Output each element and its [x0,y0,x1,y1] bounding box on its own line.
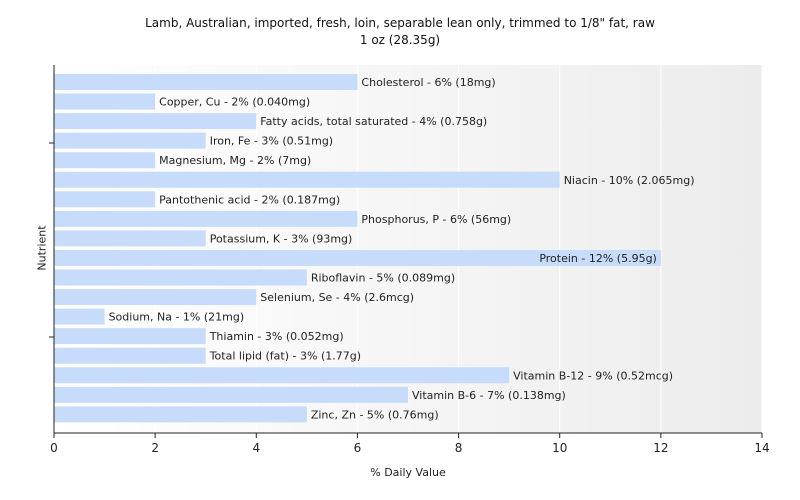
bar-label-9: Protein - 12% (5.95g) [539,252,657,265]
bar-15 [54,367,510,384]
bar-5 [54,171,560,188]
bar-label-10: Riboflavin - 5% (0.089mg) [311,272,455,285]
bar-17 [54,406,307,423]
x-tick-label: 6 [354,441,362,455]
bar-12 [54,308,105,325]
x-tick-label: 14 [754,441,769,455]
bar-10 [54,269,307,286]
x-axis-label: % Daily Value [370,466,446,479]
bar-11 [54,289,257,306]
bar-label-8: Potassium, K - 3% (93mg) [210,232,353,245]
x-tick-label: 0 [50,441,58,455]
bar-8 [54,230,206,247]
x-tick-label: 10 [552,441,567,455]
x-tick-label: 4 [252,441,260,455]
bar-label-16: Vitamin B-6 - 7% (0.138mg) [412,389,566,402]
bar-0 [54,74,358,90]
bar-label-13: Thiamin - 3% (0.052mg) [209,330,344,343]
bar-label-0: Cholesterol - 6% (18mg) [361,76,495,89]
x-tick-label: 2 [151,441,159,455]
bar-3 [54,132,206,149]
bar-14 [54,347,206,364]
bar-1 [54,93,156,110]
bar-4 [54,152,156,169]
bar-label-17: Zinc, Zn - 5% (0.76mg) [311,408,439,421]
x-tick-label: 8 [455,441,463,455]
bar-label-11: Selenium, Se - 4% (2.6mcg) [260,291,414,304]
bar-label-12: Sodium, Na - 1% (21mg) [109,311,245,324]
bar-label-2: Fatty acids, total saturated - 4% (0.758… [260,115,487,128]
bar-label-4: Magnesium, Mg - 2% (7mg) [159,154,311,167]
bar-label-7: Phosphorus, P - 6% (56mg) [361,213,511,226]
chart-subtitle: 1 oz (28.35g) [359,33,441,47]
x-tick-label: 12 [653,441,668,455]
chart-title: Lamb, Australian, imported, fresh, loin,… [145,16,655,30]
bar-label-6: Pantothenic acid - 2% (0.187mg) [159,193,340,206]
bar-label-3: Iron, Fe - 3% (0.51mg) [210,135,333,148]
bar-label-14: Total lipid (fat) - 3% (1.77g) [209,350,361,363]
bar-label-5: Niacin - 10% (2.065mg) [564,174,695,187]
bar-13 [54,328,206,345]
bar-9 [54,249,661,266]
bar-7 [54,210,358,227]
bar-label-15: Vitamin B-12 - 9% (0.52mcg) [513,369,673,382]
bar-2 [54,113,257,130]
bar-6 [54,191,156,208]
y-axis-label: Nutrient [35,225,49,271]
bar-label-1: Copper, Cu - 2% (0.040mg) [159,96,310,109]
bar-16 [54,386,408,403]
